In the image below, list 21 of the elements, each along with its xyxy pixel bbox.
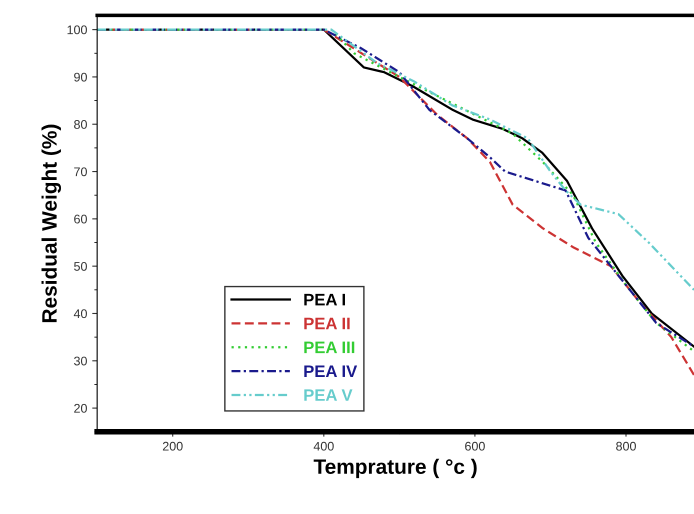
x-tick-label: 600 (465, 442, 485, 451)
y-tick-label: 40 (74, 309, 87, 318)
y-tick-label: 70 (74, 167, 87, 176)
y-tick-label: 20 (74, 404, 87, 413)
y-tick-label: 80 (74, 120, 87, 129)
y-tick-label: 30 (74, 356, 87, 366)
y-tick-label: 100 (68, 25, 87, 34)
line-series (97, 28, 694, 291)
legend-label: PEA II (304, 318, 350, 330)
y-tick-label: 50 (74, 262, 87, 271)
y-tick-label: 90 (74, 72, 87, 82)
x-tick-label: 400 (314, 442, 334, 451)
legend-label: PEA IV (304, 365, 358, 377)
x-tick-label: 800 (616, 442, 636, 451)
x-tick-label: 200 (162, 442, 183, 451)
legend-label: PEA V (304, 389, 352, 401)
legend-label: PEA III (304, 342, 354, 354)
x-axis-title: Temprature ( °c ) (314, 458, 477, 478)
y-axis-title: Residual Weight (%) (42, 124, 62, 322)
legend-label: PEA I (304, 294, 345, 306)
y-tick-label: 60 (74, 214, 87, 224)
